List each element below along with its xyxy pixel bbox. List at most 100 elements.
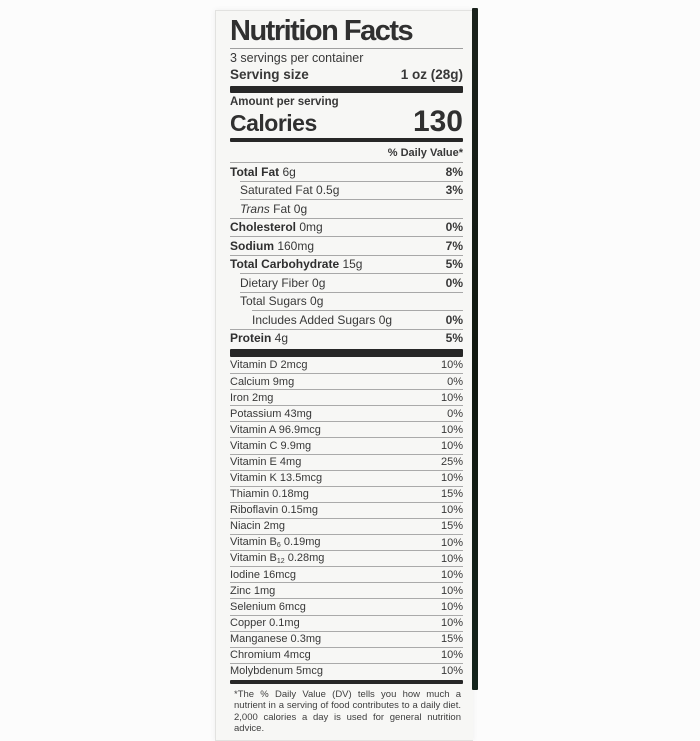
vitamin-row: Iodine 16mcg 10%: [230, 566, 463, 582]
section-bar: [230, 138, 463, 142]
nutrient-name: Selenium 6mcg: [230, 600, 306, 613]
nutrient-name: Dietary Fiber 0g: [240, 275, 326, 290]
amount-per-serving-label: Amount per serving: [230, 96, 339, 108]
nutrient-name: Vitamin D 2mcg: [230, 359, 308, 372]
nutrient-name: Molybdenum 5mcg: [230, 665, 323, 678]
servings-per-container: 3 servings per container: [230, 51, 364, 65]
vitamin-row: Selenium 6mcg 10%: [230, 598, 463, 614]
daily-value-header: % Daily Value*: [387, 147, 463, 159]
nutrient-name: Manganese 0.3mg: [230, 633, 322, 646]
divider: [230, 48, 463, 49]
nutrient-row: Includes Added Sugars 0g 0%: [252, 310, 463, 329]
daily-value: 7%: [445, 238, 463, 253]
daily-value: 0%: [447, 375, 463, 388]
vitamin-row: Zinc 1mg 10%: [230, 582, 463, 598]
daily-value: 0%: [445, 275, 463, 290]
daily-value: 25%: [440, 456, 463, 469]
serving-size-row: Serving size 1 oz (28g): [230, 66, 463, 83]
daily-value-footnote: *The % Daily Value (DV) tells you how mu…: [234, 688, 461, 735]
daily-value: 10%: [440, 359, 463, 372]
nutrient-row: Total Sugars 0g: [240, 291, 463, 311]
daily-value: 0%: [447, 407, 463, 420]
nutrient-row: Cholesterol 0mg 0%: [230, 217, 463, 237]
daily-value: 10%: [440, 600, 463, 613]
daily-value: 10%: [440, 536, 463, 549]
nutrient-name: Cholesterol 0mg: [230, 220, 323, 235]
vitamin-row: Riboflavin 0.15mg 10%: [230, 501, 463, 518]
nutrient-name: Sodium 160mg: [230, 238, 315, 253]
nutrient-row: Protein 4g 5%: [230, 328, 463, 348]
nutrient-row: Dietary Fiber 0g 0%: [240, 273, 463, 292]
daily-value: 5%: [445, 257, 463, 272]
vitamin-row: Vitamin E 4mg 25%: [230, 453, 463, 470]
nutrient-row: Trans Fat 0g: [240, 199, 463, 218]
vitamin-row: Potassium 43mg 0%: [230, 405, 463, 421]
vitamin-row: Iron 2mg 10%: [230, 389, 463, 405]
vitamin-row: Manganese 0.3mg 15%: [230, 630, 463, 647]
daily-value: 0%: [445, 220, 463, 235]
nutrient-name: Chromium 4mcg: [230, 649, 311, 662]
nutrient-name: Potassium 43mg: [230, 407, 312, 420]
vitamin-row: Vitamin B6 0.19mg 10%: [230, 534, 463, 550]
nutrient-name: Iodine 16mcg: [230, 568, 297, 581]
nutrient-name: Protein 4g: [230, 331, 289, 346]
nutrient-name: Vitamin B6 0.19mg: [230, 536, 321, 550]
daily-value: 3%: [445, 183, 463, 198]
vitamin-row: Vitamin D 2mcg 10%: [230, 357, 463, 373]
vitamin-row: Thiamin 0.18mg 15%: [230, 485, 463, 502]
daily-value: 10%: [440, 472, 463, 485]
vitamin-row: Calcium 9mg 0%: [230, 373, 463, 389]
nutrient-name: Total Sugars 0g: [240, 294, 324, 309]
daily-value: 0%: [445, 312, 463, 327]
nutrient-name: Riboflavin 0.15mg: [230, 504, 319, 517]
vitamins-section: Vitamin D 2mcg 10% Calcium 9mg 0% Iron 2mg 10…: [230, 357, 463, 679]
daily-value: 10%: [440, 584, 463, 597]
label-title: Nutrition Facts: [230, 15, 414, 47]
vitamin-row: Vitamin C 9.9mg 10%: [230, 437, 463, 453]
calories-row: Calories 130: [230, 105, 463, 138]
section-bar: [230, 349, 463, 357]
daily-value: 10%: [440, 665, 463, 678]
section-bar: [230, 86, 463, 93]
vitamin-row: Vitamin K 13.5mcg 10%: [230, 469, 463, 486]
nutrient-name: Vitamin K 13.5mcg: [230, 472, 323, 485]
vitamin-row: Molybdenum 5mcg 10%: [230, 662, 463, 679]
section-bar: [230, 679, 463, 684]
nutrient-name: Vitamin A 96.9mcg: [230, 423, 321, 436]
nutrient-row: Total Fat 6g 8%: [230, 162, 463, 181]
nutrient-name: Trans Fat 0g: [240, 201, 308, 216]
daily-value: 10%: [440, 504, 463, 517]
nutrient-name: Total Carbohydrate 15g: [230, 257, 363, 272]
serving-size-label: Serving size: [230, 67, 309, 82]
daily-value: 10%: [440, 617, 463, 630]
nutrient-name: Iron 2mg: [230, 391, 274, 404]
nutrient-name: Calcium 9mg: [230, 375, 295, 388]
daily-value: 15%: [440, 488, 463, 501]
nutrient-row: Total Carbohydrate 15g 5%: [230, 254, 463, 274]
nutrient-name: Total Fat 6g: [230, 164, 296, 179]
daily-value: 5%: [445, 331, 463, 346]
daily-value: 10%: [440, 391, 463, 404]
nutrient-name: Copper 0.1mg: [230, 617, 300, 630]
daily-value: 15%: [440, 633, 463, 646]
nutrients-section: Total Fat 6g 8% Saturated Fat 0.5g 3% Trans …: [230, 162, 463, 347]
calories-label: Calories: [230, 110, 317, 136]
nutrient-name: Vitamin C 9.9mg: [230, 440, 312, 453]
nutrient-row: Saturated Fat 0.5g 3%: [240, 180, 463, 200]
vitamin-row: Niacin 2mg 15%: [230, 517, 463, 534]
daily-value: 10%: [440, 649, 463, 662]
nutrient-row: Sodium 160mg 7%: [230, 236, 463, 255]
nutrient-name: Includes Added Sugars 0g: [252, 312, 393, 327]
daily-value: 10%: [440, 552, 463, 565]
nutrient-name: Niacin 2mg: [230, 520, 286, 533]
package-edge: [472, 8, 478, 690]
daily-value: 10%: [440, 423, 463, 436]
nutrient-name: Vitamin E 4mg: [230, 456, 302, 469]
vitamin-row: Chromium 4mcg 10%: [230, 646, 463, 663]
daily-value: 10%: [440, 440, 463, 453]
nutrient-name: Thiamin 0.18mg: [230, 488, 309, 501]
daily-value: 8%: [445, 164, 463, 179]
nutrition-facts-label: Nutrition Facts 3 servings per container…: [215, 10, 473, 741]
calories-value: 130: [412, 105, 463, 138]
daily-value: 15%: [440, 520, 463, 533]
